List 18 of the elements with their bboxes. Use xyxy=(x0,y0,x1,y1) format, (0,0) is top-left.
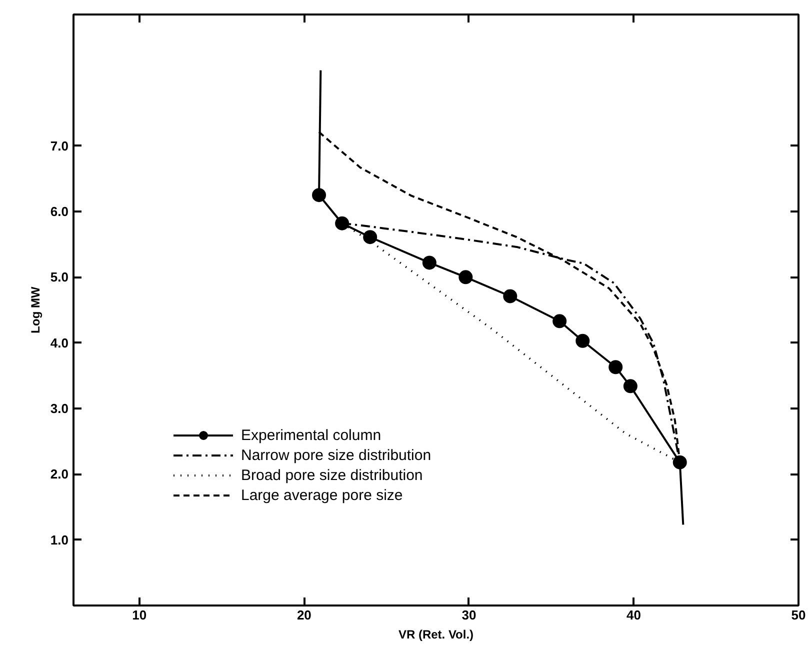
x-axis-title: VR (Ret. Vol.) xyxy=(398,628,474,642)
legend-label: Narrow pore size distribution xyxy=(241,446,432,464)
y-tick-label: 4.0 xyxy=(50,335,69,350)
x-tick-label: 20 xyxy=(296,608,312,622)
y-tick-label: 7.0 xyxy=(50,138,69,154)
legend-label: Large average pore size xyxy=(241,486,403,504)
x-tick-label: 30 xyxy=(462,608,476,622)
legend-label: Broad pore size distribution xyxy=(241,466,423,484)
x-tick-label: 50 xyxy=(791,608,806,622)
y-tick-label: 2.0 xyxy=(50,466,69,482)
y-tick-label: 5.0 xyxy=(50,270,69,285)
x-tick-label: 40 xyxy=(626,608,641,622)
y-axis-title: Log MW xyxy=(28,286,42,334)
x-tick-label: 10 xyxy=(132,608,147,622)
y-tick-label: 6.0 xyxy=(50,204,69,219)
legend-label: Experimental column xyxy=(241,426,382,444)
y-tick-label: 3.0 xyxy=(50,401,69,416)
y-tick-label: 1.0 xyxy=(50,532,69,548)
